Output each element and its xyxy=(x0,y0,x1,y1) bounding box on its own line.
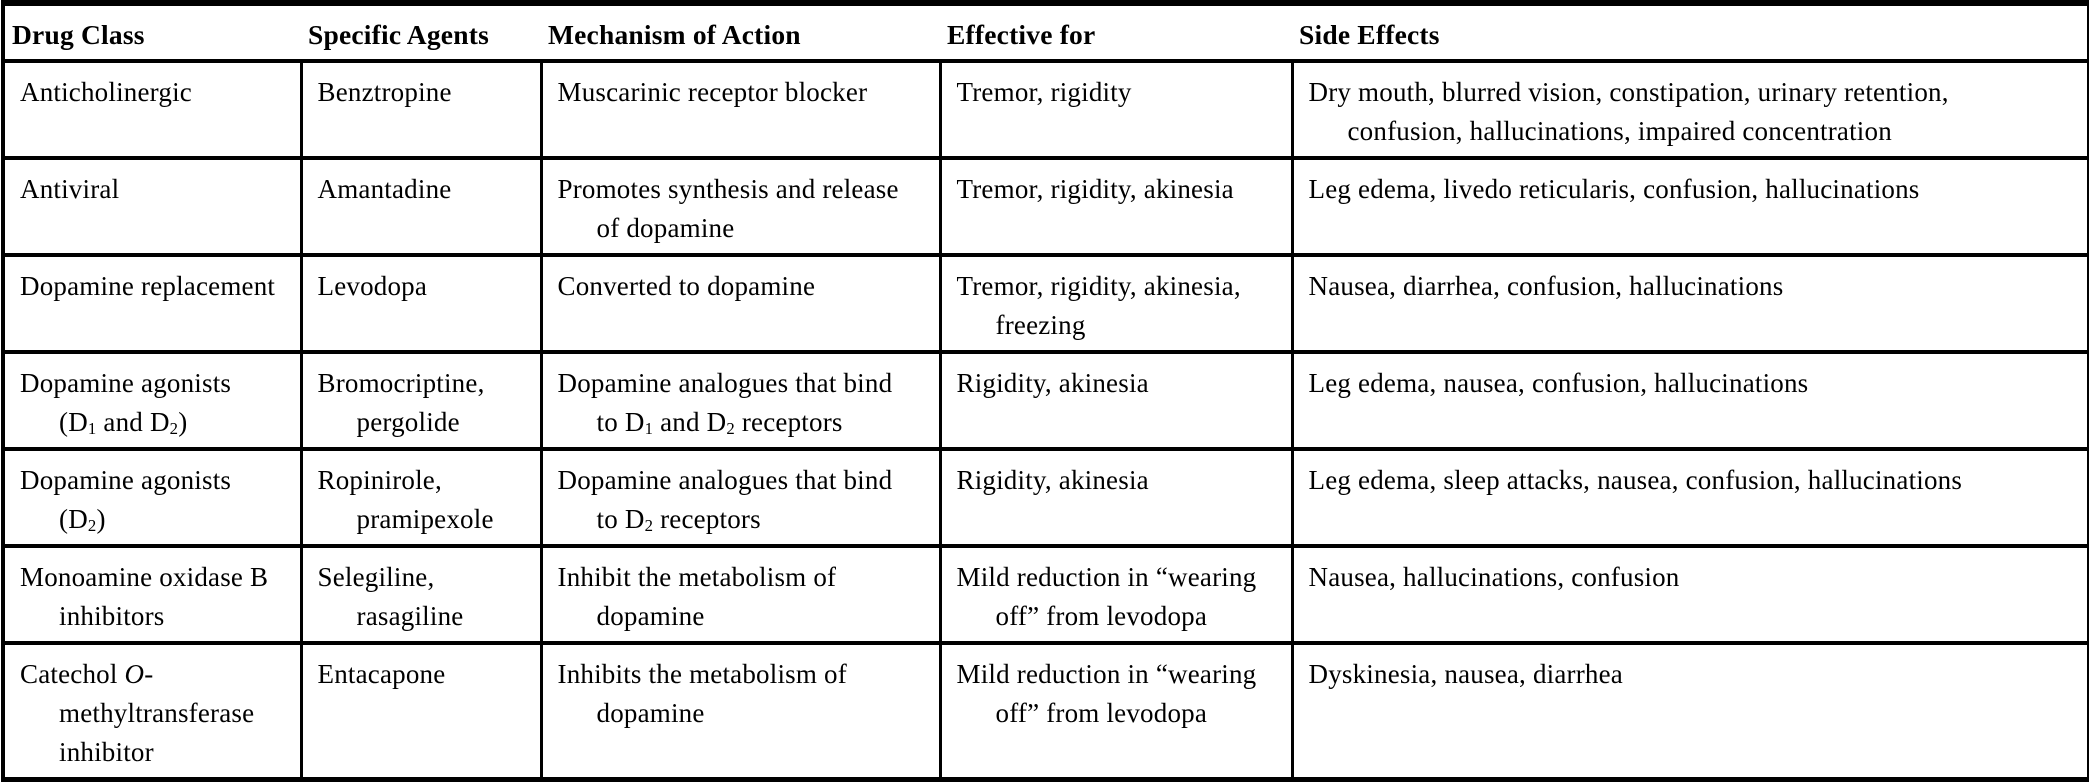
specific-agents-cell: Benztropine xyxy=(299,59,543,160)
effective-for-cell: Rigidity, akinesia xyxy=(938,350,1294,451)
drug-class-cell: Dopamine agonists (D1 and D2) xyxy=(1,350,303,451)
table-row: Antiviral Amantadine Promotes synthesis … xyxy=(1,156,2089,257)
mechanism-cell: Inhibit the metabolism of dopamine xyxy=(539,544,942,645)
mechanism-cell: Dopamine analogues that bind to D2 recept… xyxy=(539,447,942,548)
header-drug-class: Drug Class xyxy=(3,3,301,63)
effective-for-cell: Tremor, rigidity, akinesia xyxy=(938,156,1294,257)
specific-agents-cell: Entacapone xyxy=(299,641,543,782)
drug-class-cell: Antiviral xyxy=(1,156,303,257)
mechanism-cell: Inhibits the metabolism of dopamine xyxy=(539,641,942,782)
mechanism-cell: Promotes synthesis and release of dopamin… xyxy=(539,156,942,257)
drug-class-cell: Anticholinergic xyxy=(1,59,303,160)
header-specific-agents: Specific Agents xyxy=(301,3,541,63)
header-side-effects: Side Effects xyxy=(1292,3,2089,63)
drug-class-cell: Dopamine agonists (D2) xyxy=(1,447,303,548)
side-effects-cell: Nausea, hallucinations, confusion xyxy=(1290,544,2089,645)
drug-class-cell: Dopamine replacement xyxy=(1,253,303,354)
table-row: Dopamine replacement Levodopa Converted … xyxy=(1,253,2089,354)
table-row: Anticholinergic Benztropine Muscarinic r… xyxy=(1,59,2089,160)
mechanism-cell: Converted to dopamine xyxy=(539,253,942,354)
side-effects-cell: Nausea, diarrhea, confusion, hallucinati… xyxy=(1290,253,2089,354)
drug-class-cell: Catechol O-methyltransferase inhibitor xyxy=(1,641,303,782)
side-effects-cell: Leg edema, nausea, confusion, hallucinat… xyxy=(1290,350,2089,451)
table-row: Dopamine agonists (D1 and D2) Bromocripti… xyxy=(1,350,2089,451)
effective-for-cell: Tremor, rigidity, akinesia, freezing xyxy=(938,253,1294,354)
side-effects-cell: Leg edema, livedo reticularis, confusion… xyxy=(1290,156,2089,257)
table-row: Dopamine agonists (D2) Ropinirole, pramipe… xyxy=(1,447,2089,548)
mechanism-cell: Muscarinic receptor blocker xyxy=(539,59,942,160)
effective-for-cell: Mild reduction in “wearing off” from levo… xyxy=(938,544,1294,645)
specific-agents-cell: Amantadine xyxy=(299,156,543,257)
specific-agents-cell: Levodopa xyxy=(299,253,543,354)
mechanism-cell: Dopamine analogues that bind to D1 and D2… xyxy=(539,350,942,451)
specific-agents-cell: Bromocriptine, pergolide xyxy=(299,350,543,451)
side-effects-cell: Dry mouth, blurred vision, constipation,… xyxy=(1290,59,2089,160)
side-effects-cell: Leg edema, sleep attacks, nausea, confus… xyxy=(1290,447,2089,548)
table-header-row: Drug Class Specific Agents Mechanism of … xyxy=(3,3,2089,63)
effective-for-cell: Tremor, rigidity xyxy=(938,59,1294,160)
table-row: Catechol O-methyltransferase inhibitor En… xyxy=(1,641,2089,782)
effective-for-cell: Rigidity, akinesia xyxy=(938,447,1294,548)
specific-agents-cell: Ropinirole, pramipexole xyxy=(299,447,543,548)
header-effective-for: Effective for xyxy=(940,3,1292,63)
effective-for-cell: Mild reduction in “wearing off” from levo… xyxy=(938,641,1294,782)
side-effects-cell: Dyskinesia, nausea, diarrhea xyxy=(1290,641,2089,782)
header-mechanism-of-action: Mechanism of Action xyxy=(541,3,940,63)
specific-agents-cell: Selegiline, rasagiline xyxy=(299,544,543,645)
